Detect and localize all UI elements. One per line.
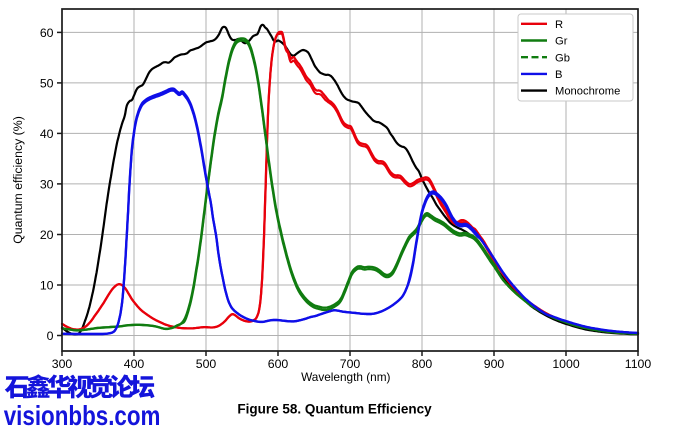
svg-text:50: 50 (40, 76, 54, 90)
svg-text:Monochrome: Monochrome (555, 86, 620, 98)
svg-text:Quantum efficiency (%): Quantum efficiency (%) (11, 116, 25, 244)
svg-text:60: 60 (40, 26, 54, 40)
svg-text:R: R (555, 19, 563, 31)
svg-text:30: 30 (40, 177, 54, 191)
svg-text:1000: 1000 (552, 357, 580, 371)
svg-text:600: 600 (268, 357, 289, 371)
svg-text:10: 10 (40, 278, 54, 292)
svg-text:400: 400 (124, 357, 145, 371)
svg-text:20: 20 (40, 228, 54, 242)
svg-text:Wavelength (nm): Wavelength (nm) (301, 370, 390, 384)
svg-text:800: 800 (412, 357, 433, 371)
svg-text:visionbbs.com: visionbbs.com (4, 401, 161, 428)
svg-text:900: 900 (484, 357, 505, 371)
svg-text:B: B (555, 69, 562, 81)
svg-text:700: 700 (340, 357, 361, 371)
svg-text:Figure 58. Quantum Efficiency: Figure 58. Quantum Efficiency (237, 402, 432, 417)
svg-text:40: 40 (40, 127, 54, 141)
svg-text:0: 0 (47, 329, 54, 343)
svg-text:500: 500 (196, 357, 217, 371)
svg-text:1100: 1100 (625, 357, 652, 371)
svg-text:Gb: Gb (555, 52, 570, 64)
svg-text:Gr: Gr (555, 36, 568, 48)
svg-text:300: 300 (52, 357, 73, 371)
